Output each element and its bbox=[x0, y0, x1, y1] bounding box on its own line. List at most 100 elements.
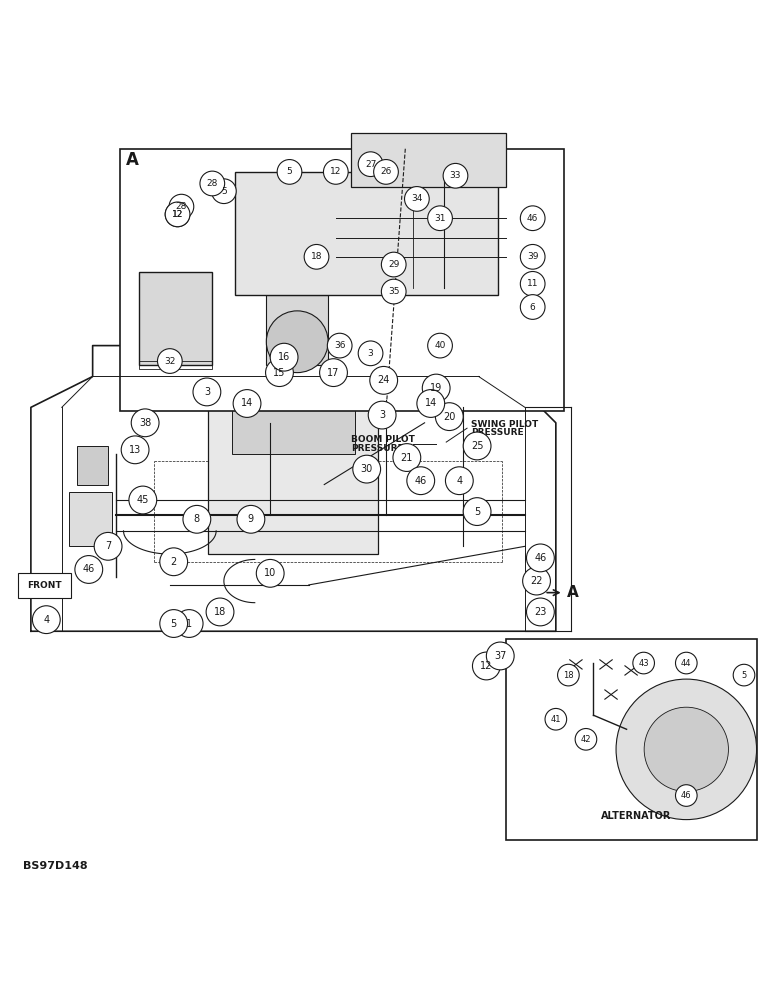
Bar bbox=[232, 392, 355, 454]
Text: ALTERNATOR: ALTERNATOR bbox=[601, 811, 672, 821]
Circle shape bbox=[169, 194, 194, 219]
Text: FRONT: FRONT bbox=[28, 581, 62, 590]
Text: 27: 27 bbox=[365, 160, 376, 169]
Bar bbox=[77, 446, 108, 485]
Text: 11: 11 bbox=[527, 279, 538, 288]
Circle shape bbox=[381, 252, 406, 277]
Text: 2: 2 bbox=[171, 557, 177, 567]
Circle shape bbox=[277, 160, 302, 184]
Text: 14: 14 bbox=[425, 398, 437, 408]
Circle shape bbox=[323, 160, 348, 184]
Text: 9: 9 bbox=[248, 514, 254, 524]
Text: BOOM PILOT: BOOM PILOT bbox=[351, 435, 415, 444]
Circle shape bbox=[527, 544, 554, 572]
Circle shape bbox=[407, 467, 435, 495]
Circle shape bbox=[445, 467, 473, 495]
Text: 32: 32 bbox=[164, 357, 175, 366]
Text: 5: 5 bbox=[741, 671, 747, 680]
Text: 37: 37 bbox=[494, 651, 506, 661]
Text: 3: 3 bbox=[204, 387, 210, 397]
Text: 4: 4 bbox=[456, 476, 462, 486]
Circle shape bbox=[443, 163, 468, 188]
Text: 12: 12 bbox=[330, 167, 341, 176]
Text: 38: 38 bbox=[139, 418, 151, 428]
Text: 39: 39 bbox=[527, 252, 538, 261]
Text: 33: 33 bbox=[450, 171, 461, 180]
Circle shape bbox=[435, 403, 463, 431]
Text: 44: 44 bbox=[681, 659, 692, 668]
Circle shape bbox=[644, 707, 729, 792]
Circle shape bbox=[256, 559, 284, 587]
Text: 7: 7 bbox=[105, 541, 111, 551]
Text: 23: 23 bbox=[534, 607, 547, 617]
Circle shape bbox=[165, 202, 190, 227]
Text: PRESSURE: PRESSURE bbox=[471, 428, 523, 437]
Text: 40: 40 bbox=[435, 341, 445, 350]
Text: 12: 12 bbox=[480, 661, 493, 671]
Text: A: A bbox=[567, 585, 579, 600]
Circle shape bbox=[160, 548, 188, 576]
Text: 14: 14 bbox=[241, 398, 253, 408]
Text: 18: 18 bbox=[311, 252, 322, 261]
Text: PRESSURE: PRESSURE bbox=[351, 444, 404, 453]
Circle shape bbox=[616, 679, 757, 820]
Text: 46: 46 bbox=[534, 553, 547, 563]
Text: A: A bbox=[126, 151, 138, 169]
Text: 31: 31 bbox=[435, 214, 445, 223]
Circle shape bbox=[266, 359, 293, 387]
Circle shape bbox=[463, 432, 491, 460]
Circle shape bbox=[327, 333, 352, 358]
Circle shape bbox=[520, 206, 545, 231]
Text: 22: 22 bbox=[530, 576, 543, 586]
Text: 8: 8 bbox=[194, 514, 200, 524]
Bar bbox=[266, 295, 328, 365]
Circle shape bbox=[422, 374, 450, 402]
Circle shape bbox=[353, 455, 381, 483]
Circle shape bbox=[676, 785, 697, 806]
Circle shape bbox=[131, 409, 159, 437]
Text: 36: 36 bbox=[334, 341, 345, 350]
Circle shape bbox=[212, 179, 236, 204]
Circle shape bbox=[633, 652, 655, 674]
Text: 46: 46 bbox=[415, 476, 427, 486]
Circle shape bbox=[193, 378, 221, 406]
Circle shape bbox=[320, 359, 347, 387]
Circle shape bbox=[266, 311, 328, 373]
Text: BS97D148: BS97D148 bbox=[23, 861, 88, 871]
Text: 5: 5 bbox=[286, 167, 293, 176]
Circle shape bbox=[270, 343, 298, 371]
Bar bbox=[120, 149, 564, 411]
Circle shape bbox=[129, 486, 157, 514]
Circle shape bbox=[374, 160, 398, 184]
Text: 3: 3 bbox=[367, 349, 374, 358]
Text: 35: 35 bbox=[388, 287, 399, 296]
Text: 45: 45 bbox=[137, 495, 149, 505]
Circle shape bbox=[428, 206, 452, 231]
Circle shape bbox=[486, 642, 514, 670]
Circle shape bbox=[160, 610, 188, 637]
Circle shape bbox=[520, 244, 545, 269]
Bar bbox=[69, 492, 112, 546]
Text: 5: 5 bbox=[171, 619, 177, 629]
Circle shape bbox=[393, 444, 421, 471]
Circle shape bbox=[94, 532, 122, 560]
Text: 28: 28 bbox=[176, 202, 187, 211]
Circle shape bbox=[165, 202, 190, 227]
Circle shape bbox=[381, 279, 406, 304]
Bar bbox=[235, 172, 498, 295]
Text: 29: 29 bbox=[388, 260, 399, 269]
Circle shape bbox=[472, 652, 500, 680]
Circle shape bbox=[75, 556, 103, 583]
Text: 34: 34 bbox=[411, 194, 422, 203]
Text: 12: 12 bbox=[172, 210, 183, 219]
Bar bbox=[139, 361, 212, 369]
Circle shape bbox=[358, 152, 383, 177]
Circle shape bbox=[557, 664, 579, 686]
Text: 43: 43 bbox=[638, 659, 649, 668]
Text: 28: 28 bbox=[207, 179, 218, 188]
Text: 21: 21 bbox=[401, 453, 413, 463]
Circle shape bbox=[175, 610, 203, 637]
Text: 26: 26 bbox=[381, 167, 391, 176]
Bar bbox=[208, 400, 378, 554]
Circle shape bbox=[527, 598, 554, 626]
